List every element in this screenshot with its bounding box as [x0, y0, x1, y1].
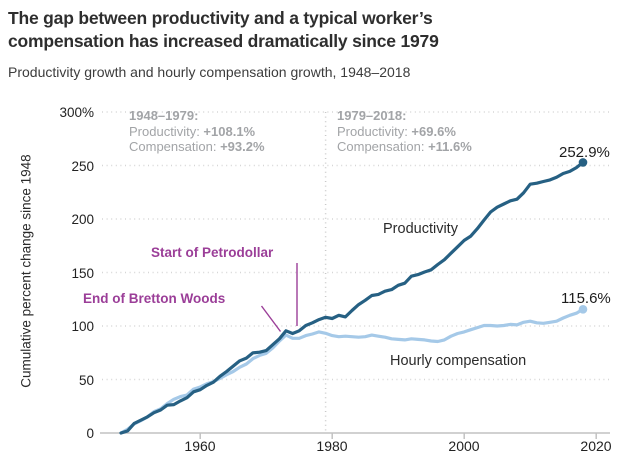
y-tick-label-150: 150: [71, 265, 94, 281]
petrodollar-annotation: Start of Petrodollar: [151, 245, 274, 260]
page-title-line2: compensation has increased dramatically …: [8, 31, 439, 51]
y-tick-label-100: 100: [71, 319, 94, 334]
x-tick-label-1960: 1960: [184, 438, 216, 454]
y-tick-label-250: 250: [71, 158, 94, 174]
y-tick-label-200: 200: [71, 212, 94, 227]
x-tick-label-1980: 1980: [316, 438, 348, 454]
bretton-woods-pointer-line: [260, 305, 282, 332]
period-note-productivity-row: Productivity: +69.6%: [337, 123, 456, 139]
series-group: [119, 158, 588, 435]
period-note-compensation-row: Compensation: +93.2%: [129, 139, 265, 154]
y-tick-label-50: 50: [78, 372, 94, 388]
productivity-end-value: 252.9%: [559, 144, 610, 161]
period-note-heading: 1948–1979:: [129, 108, 199, 123]
bretton-woods-annotation: End of Bretton Woods: [83, 291, 226, 306]
page-title: The gap between productivity and a typic…: [8, 7, 622, 53]
compensation-end-value: 115.6%: [561, 290, 611, 307]
series-endpoint-productivity: [578, 158, 588, 167]
y-tick-label-300: 300%: [59, 105, 94, 120]
period-note-compensation-row: Compensation: +11.6%: [337, 139, 472, 154]
period-note-heading: 1979–2018:: [337, 108, 407, 123]
x-tick-label-2000: 2000: [448, 438, 480, 454]
compensation-series-label: Hourly compensation: [390, 353, 527, 369]
period-note-productivity-row: Productivity: +108.1%: [129, 123, 256, 139]
x-tick-label-2020: 2020: [580, 438, 612, 454]
series-line-compensation: [119, 307, 585, 435]
period-note-1979-2018: 1979–2018: Productivity: +69.6% Compensa…: [337, 108, 472, 155]
productivity-series-label: Productivity: [383, 221, 458, 237]
page-title-line1: The gap between productivity and a typic…: [8, 8, 433, 28]
series-line-productivity: [119, 160, 585, 435]
chart-subtitle: Productivity growth and hourly compensat…: [8, 64, 411, 80]
y-axis-title: Cumulative percent change since 1948: [18, 154, 34, 388]
period-note-1948-1979: 1948–1979: Productivity: +108.1% Compens…: [129, 108, 265, 155]
y-tick-label-0: 0: [86, 426, 94, 441]
series-endpoint-compensation: [578, 305, 588, 314]
